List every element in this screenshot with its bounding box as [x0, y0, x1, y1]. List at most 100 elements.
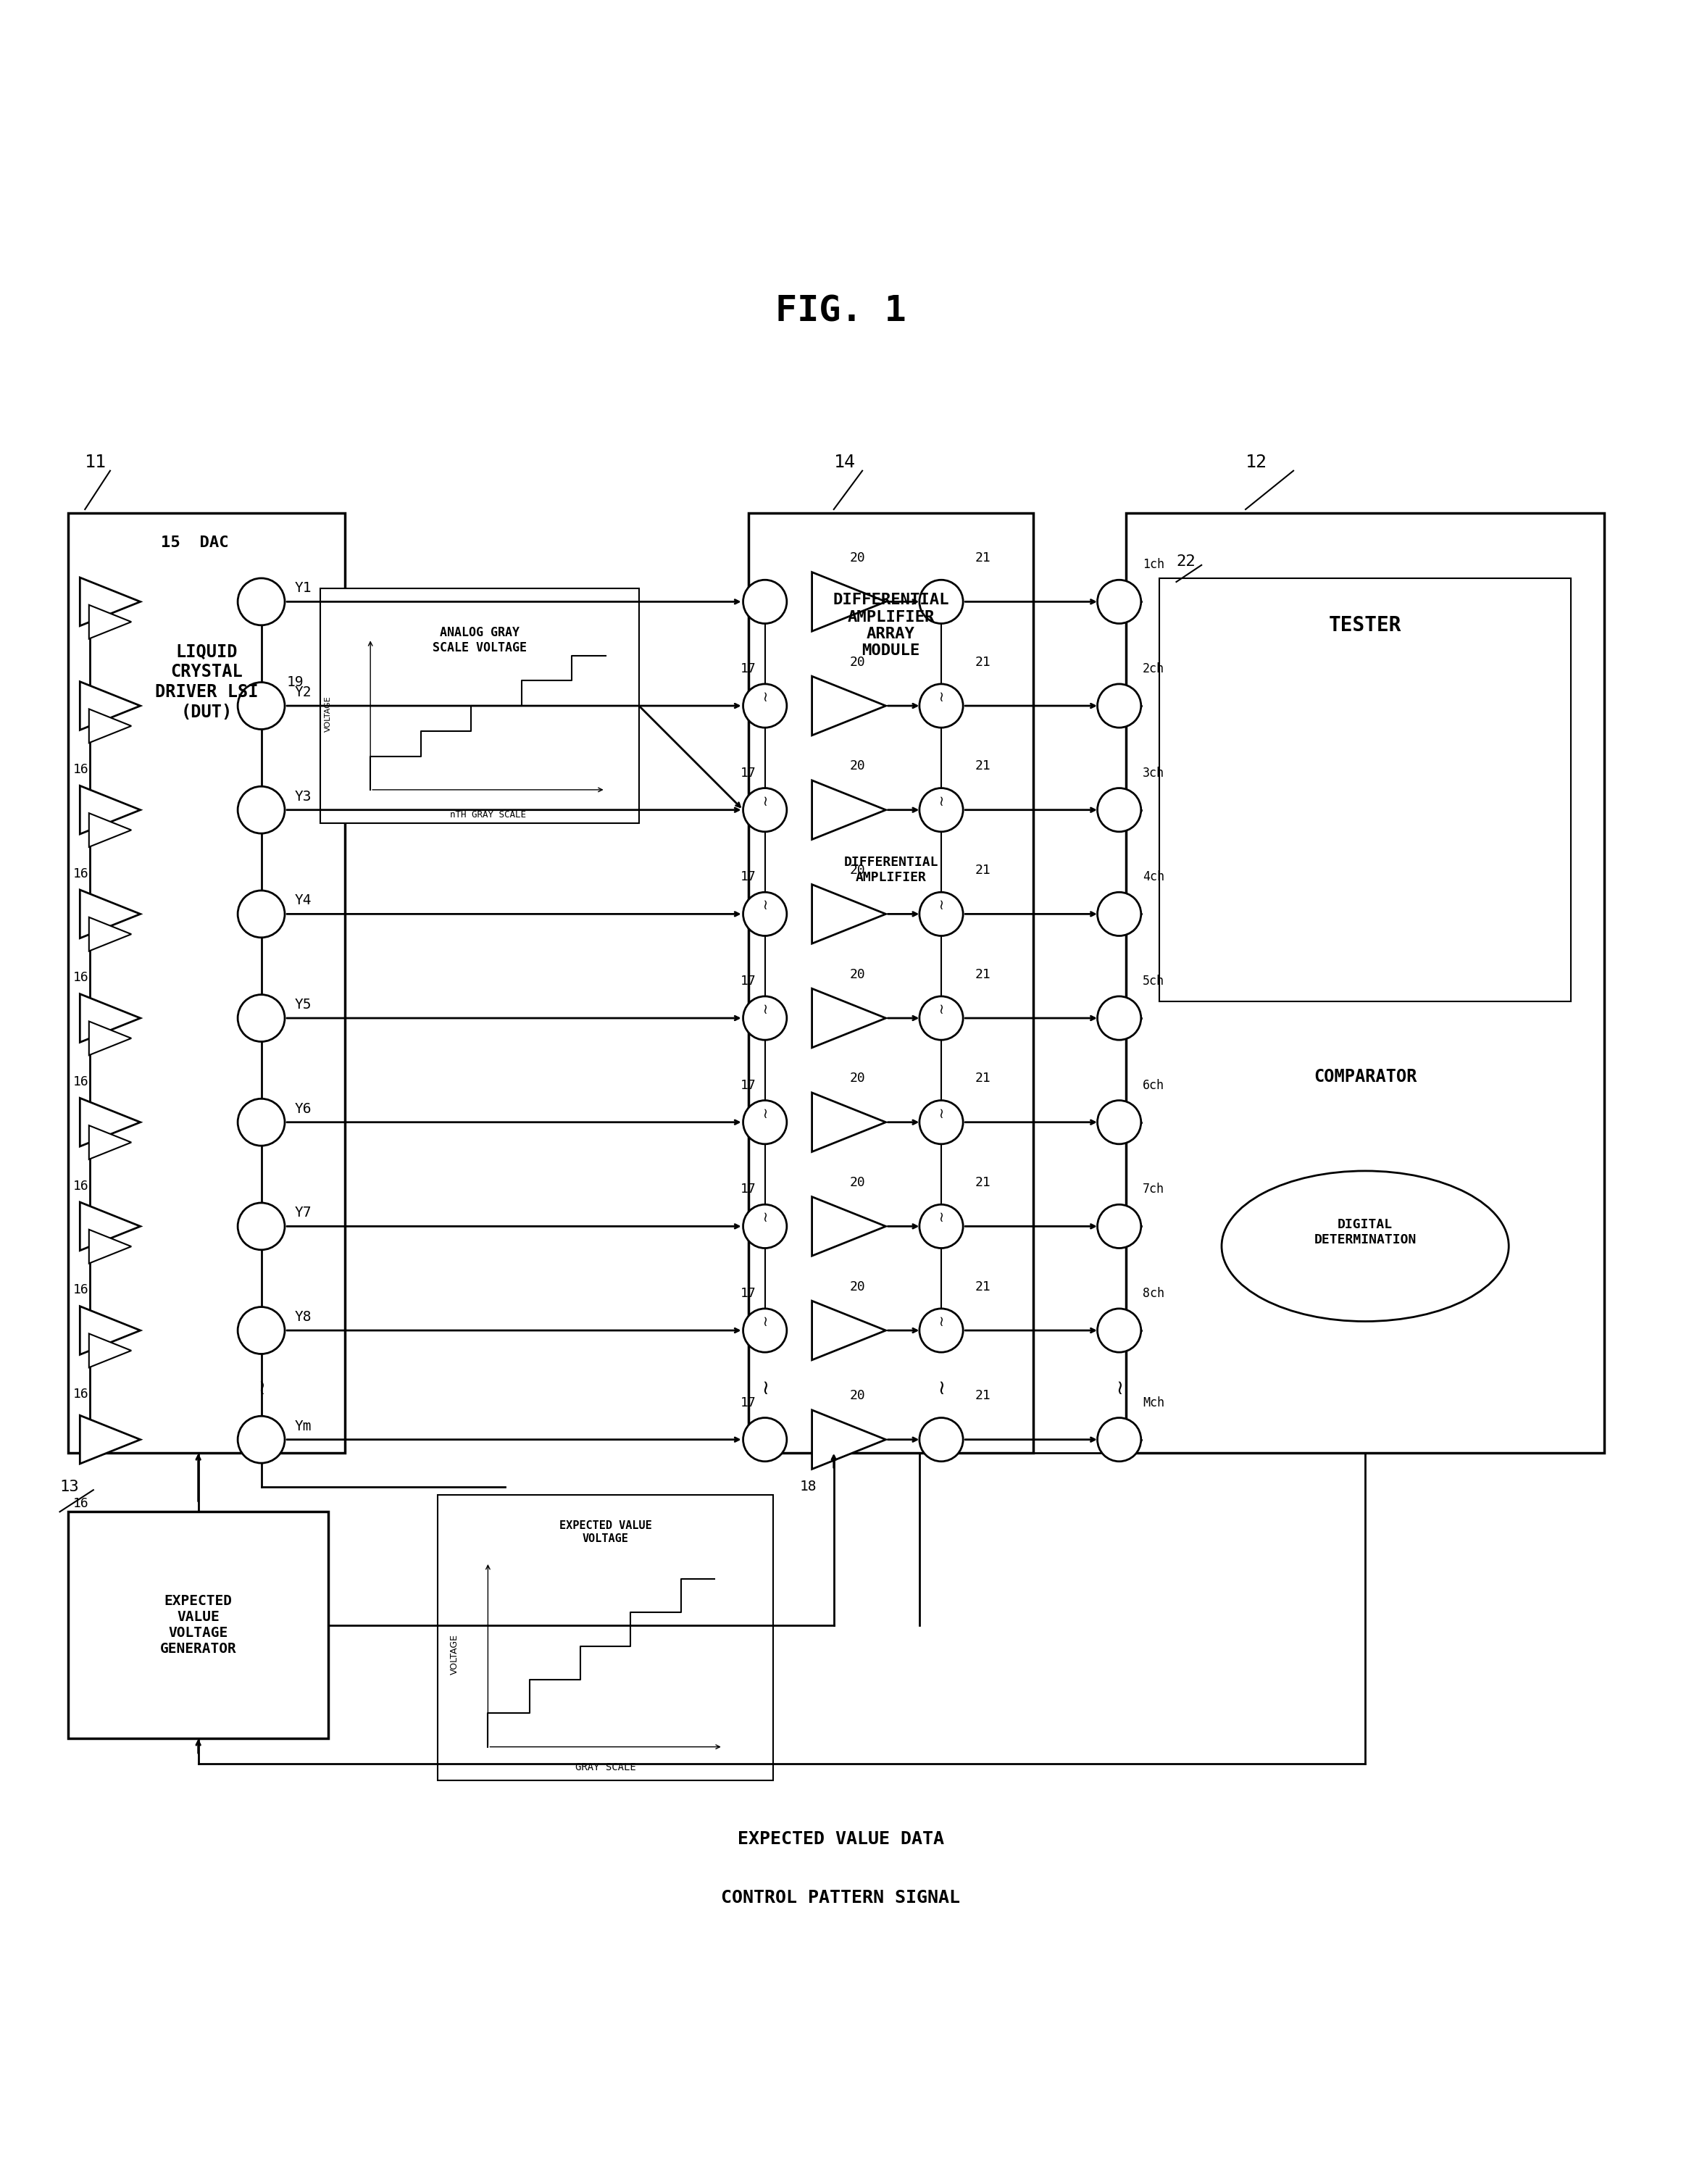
- Circle shape: [743, 788, 787, 832]
- Text: Y5: Y5: [294, 998, 313, 1011]
- Text: Mch: Mch: [1143, 1396, 1165, 1409]
- Circle shape: [920, 788, 963, 832]
- Text: Y2: Y2: [294, 686, 313, 699]
- Text: 16: 16: [74, 972, 89, 985]
- Circle shape: [743, 996, 787, 1040]
- Circle shape: [920, 1308, 963, 1352]
- Text: 21: 21: [975, 865, 992, 878]
- Bar: [69, 1511, 328, 1738]
- Bar: [1160, 579, 1570, 1002]
- Circle shape: [1098, 788, 1141, 832]
- Text: 21: 21: [975, 1389, 992, 1402]
- Polygon shape: [89, 1334, 131, 1367]
- Text: ~: ~: [935, 1105, 948, 1118]
- Text: 14: 14: [834, 454, 856, 472]
- Text: VOLTAGE: VOLTAGE: [324, 697, 333, 732]
- Ellipse shape: [1222, 1171, 1510, 1321]
- Polygon shape: [89, 812, 131, 847]
- Text: 20: 20: [849, 553, 866, 566]
- Text: 18: 18: [800, 1481, 817, 1494]
- Text: 21: 21: [975, 1072, 992, 1085]
- Text: ~: ~: [758, 1313, 772, 1326]
- Text: 20: 20: [849, 1280, 866, 1293]
- Text: 15  DAC: 15 DAC: [160, 535, 229, 550]
- Circle shape: [920, 996, 963, 1040]
- Circle shape: [237, 1415, 284, 1463]
- Text: ~: ~: [758, 793, 772, 806]
- Text: 22: 22: [1177, 555, 1195, 570]
- Circle shape: [920, 684, 963, 727]
- Circle shape: [1098, 1417, 1141, 1461]
- Text: 17: 17: [740, 767, 756, 780]
- Text: ~: ~: [935, 793, 948, 806]
- Text: 21: 21: [975, 968, 992, 981]
- Text: FIG. 1: FIG. 1: [775, 295, 906, 328]
- Circle shape: [1098, 1206, 1141, 1249]
- Text: 16: 16: [74, 1179, 89, 1192]
- Circle shape: [1098, 893, 1141, 935]
- Circle shape: [743, 684, 787, 727]
- Text: 8ch: 8ch: [1143, 1286, 1165, 1299]
- Text: 16: 16: [74, 1496, 89, 1509]
- Text: 20: 20: [849, 760, 866, 773]
- Polygon shape: [81, 577, 140, 627]
- Text: 11: 11: [86, 454, 106, 472]
- Text: 12: 12: [1246, 454, 1267, 472]
- Circle shape: [237, 579, 284, 625]
- Text: 5ch: 5ch: [1143, 974, 1165, 987]
- Circle shape: [237, 994, 284, 1042]
- Circle shape: [237, 891, 284, 937]
- Polygon shape: [812, 1302, 886, 1361]
- Text: ~: ~: [1109, 1376, 1130, 1393]
- Polygon shape: [812, 677, 886, 736]
- Polygon shape: [89, 1230, 131, 1262]
- Bar: [319, 587, 639, 823]
- Circle shape: [743, 1308, 787, 1352]
- Text: 17: 17: [740, 1286, 756, 1299]
- Text: 16: 16: [74, 762, 89, 775]
- Polygon shape: [81, 1201, 140, 1251]
- Text: nTH GRAY SCALE: nTH GRAY SCALE: [451, 810, 526, 819]
- Polygon shape: [812, 1197, 886, 1256]
- Circle shape: [743, 1101, 787, 1144]
- Bar: [748, 513, 1034, 1452]
- Circle shape: [743, 581, 787, 622]
- Polygon shape: [812, 1092, 886, 1151]
- Circle shape: [920, 893, 963, 935]
- Text: ~: ~: [935, 1313, 948, 1326]
- Text: TESTER: TESTER: [1328, 616, 1402, 636]
- Circle shape: [1098, 996, 1141, 1040]
- Text: Y7: Y7: [294, 1206, 313, 1221]
- Text: ~: ~: [935, 1210, 948, 1221]
- Text: LIQUID
CRYSTAL
DRIVER LSI
(DUT): LIQUID CRYSTAL DRIVER LSI (DUT): [155, 642, 259, 721]
- Circle shape: [1098, 684, 1141, 727]
- Text: 6ch: 6ch: [1143, 1079, 1165, 1092]
- Circle shape: [743, 1417, 787, 1461]
- Circle shape: [1098, 1101, 1141, 1144]
- Text: Y1: Y1: [294, 581, 313, 596]
- Bar: [1126, 513, 1604, 1452]
- Text: 17: 17: [740, 1079, 756, 1092]
- Text: EXPECTED VALUE DATA: EXPECTED VALUE DATA: [738, 1830, 943, 1848]
- Text: 20: 20: [849, 865, 866, 878]
- Text: COMPARATOR: COMPARATOR: [1313, 1068, 1417, 1085]
- Text: 20: 20: [849, 1072, 866, 1085]
- Text: DIGITAL
DETERMINATION: DIGITAL DETERMINATION: [1315, 1219, 1417, 1247]
- Circle shape: [743, 893, 787, 935]
- Circle shape: [743, 1206, 787, 1249]
- Circle shape: [920, 1417, 963, 1461]
- Circle shape: [237, 1306, 284, 1354]
- Text: 4ch: 4ch: [1143, 871, 1165, 885]
- Text: 1ch: 1ch: [1143, 559, 1165, 572]
- Text: ~: ~: [758, 688, 772, 701]
- Polygon shape: [81, 1099, 140, 1147]
- Bar: [437, 1496, 773, 1780]
- Polygon shape: [81, 1415, 140, 1463]
- Text: 16: 16: [74, 1075, 89, 1088]
- Text: ANALOG GRAY
SCALE VOLTAGE: ANALOG GRAY SCALE VOLTAGE: [432, 627, 526, 653]
- Polygon shape: [89, 917, 131, 950]
- Circle shape: [237, 1203, 284, 1249]
- Circle shape: [237, 1099, 284, 1147]
- Text: 17: 17: [740, 1184, 756, 1197]
- Text: 20: 20: [849, 1389, 866, 1402]
